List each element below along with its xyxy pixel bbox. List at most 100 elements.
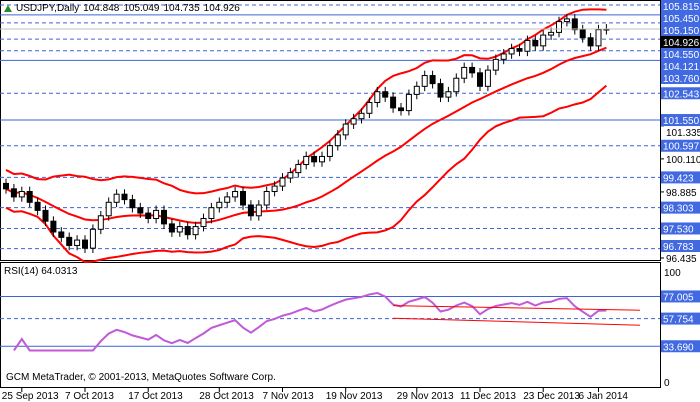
candle-body (42, 209, 49, 222)
candle-body (153, 209, 160, 219)
level-label-bg (661, 48, 700, 60)
candle-body (484, 69, 491, 87)
rsi-line (13, 291, 607, 352)
candle-body (374, 91, 381, 104)
level-label-bg (661, 139, 700, 152)
candle-body (595, 29, 602, 47)
rsi-header: RSI(14) 64.0313 (4, 266, 78, 277)
x-tick-label: 19 Nov 2013 (326, 391, 383, 402)
candle-body (82, 239, 88, 249)
level-label-bg (661, 12, 700, 24)
candle-body (89, 228, 96, 249)
current-price-bg (661, 36, 700, 48)
candle-body (413, 85, 420, 95)
rsi-level-bg (661, 312, 700, 325)
candle-body (105, 201, 112, 217)
level-label: 105.815 (663, 2, 700, 13)
candle-body (571, 18, 578, 31)
level-label: 104.121 (663, 62, 700, 73)
candle-body (34, 201, 41, 211)
x-tick-label: 17 Oct 2013 (128, 391, 183, 402)
candle-body (303, 155, 310, 166)
candle-body (405, 93, 412, 112)
y-tick-label: 96.435 (666, 254, 697, 265)
rsi-trendline-lower (393, 317, 641, 326)
candle-body (366, 102, 373, 114)
candle-body (137, 207, 144, 214)
candle-body (477, 72, 483, 87)
candle-body (492, 58, 499, 71)
candle-body (579, 29, 586, 39)
level-label: 103.760 (663, 74, 700, 85)
candle-body (208, 207, 215, 219)
candle-body (176, 226, 183, 233)
candle-body (168, 223, 175, 233)
candle-body (295, 164, 302, 174)
level-label-bg (661, 201, 700, 214)
candle-body (255, 204, 262, 217)
candle-body (334, 134, 341, 147)
level-label-bg (661, 222, 700, 235)
level-label: 97.530 (663, 224, 694, 235)
level-label: 100.597 (663, 142, 700, 153)
candle-body (224, 196, 231, 203)
chart-header: USDJPY,Daily 104.848 105.049 104.735 104… (4, 3, 240, 14)
triangle-icon (4, 5, 12, 12)
candle-body (319, 155, 325, 163)
x-tick-label: 11 Dec 2013 (460, 391, 516, 402)
candle-body (263, 191, 270, 206)
candle-body (287, 172, 294, 179)
candle-body (461, 66, 468, 79)
candle-body (398, 107, 404, 112)
candle-body (271, 185, 278, 193)
candle-body (326, 145, 333, 157)
rsi-level-bg (661, 340, 700, 353)
level-label-bg (661, 87, 700, 100)
candle-body (232, 191, 239, 198)
low-value: 104.735 (163, 3, 200, 14)
candle-body (469, 66, 476, 74)
level-label: 105.450 (663, 14, 700, 25)
candle-body (421, 75, 428, 87)
symbol-label: USDJPY,Daily (16, 3, 80, 14)
level-label: 102.543 (663, 89, 700, 100)
level-label-bg (661, 60, 700, 72)
candle-body (10, 188, 17, 198)
current-price-label: 104.926 (663, 38, 700, 49)
level-label: 105.150 (663, 26, 700, 37)
candle-body (445, 91, 452, 98)
y-tick-label: 98.885 (666, 188, 697, 199)
band-lower (5, 84, 608, 264)
band-middle (5, 46, 607, 224)
x-tick-label: 7 Nov 2013 (263, 391, 315, 402)
candle-body (508, 48, 515, 55)
rsi-level-label: 77.005 (663, 292, 694, 303)
candle-body (3, 182, 9, 190)
candle-body (350, 118, 357, 125)
candle-body (200, 217, 207, 228)
candle-body (247, 204, 254, 217)
level-label-bg (661, 114, 700, 127)
level-label-bg (661, 0, 700, 12)
rsi-tick-label: 0 (664, 378, 670, 389)
candle-body (161, 209, 167, 225)
candle-body (129, 199, 136, 209)
y-tick-label: 100.110 (666, 155, 700, 166)
rsi-panel-frame (0, 262, 661, 388)
rsi-level-label: 33.690 (663, 342, 694, 353)
candle-body (524, 39, 531, 52)
x-tick-label: 25 Sep 2013 (2, 391, 59, 402)
candle-body (532, 39, 539, 47)
candle-body (453, 77, 460, 93)
level-label: 104.550 (663, 50, 700, 61)
candle-body (311, 155, 318, 163)
candle-body (548, 31, 555, 36)
candle-body (58, 231, 65, 238)
candle-body (184, 226, 191, 236)
candle-body (74, 239, 81, 246)
candle-body (500, 53, 507, 60)
level-label: 101.550 (663, 116, 700, 127)
candle-body (429, 75, 436, 85)
level-label: 96.783 (663, 242, 694, 253)
